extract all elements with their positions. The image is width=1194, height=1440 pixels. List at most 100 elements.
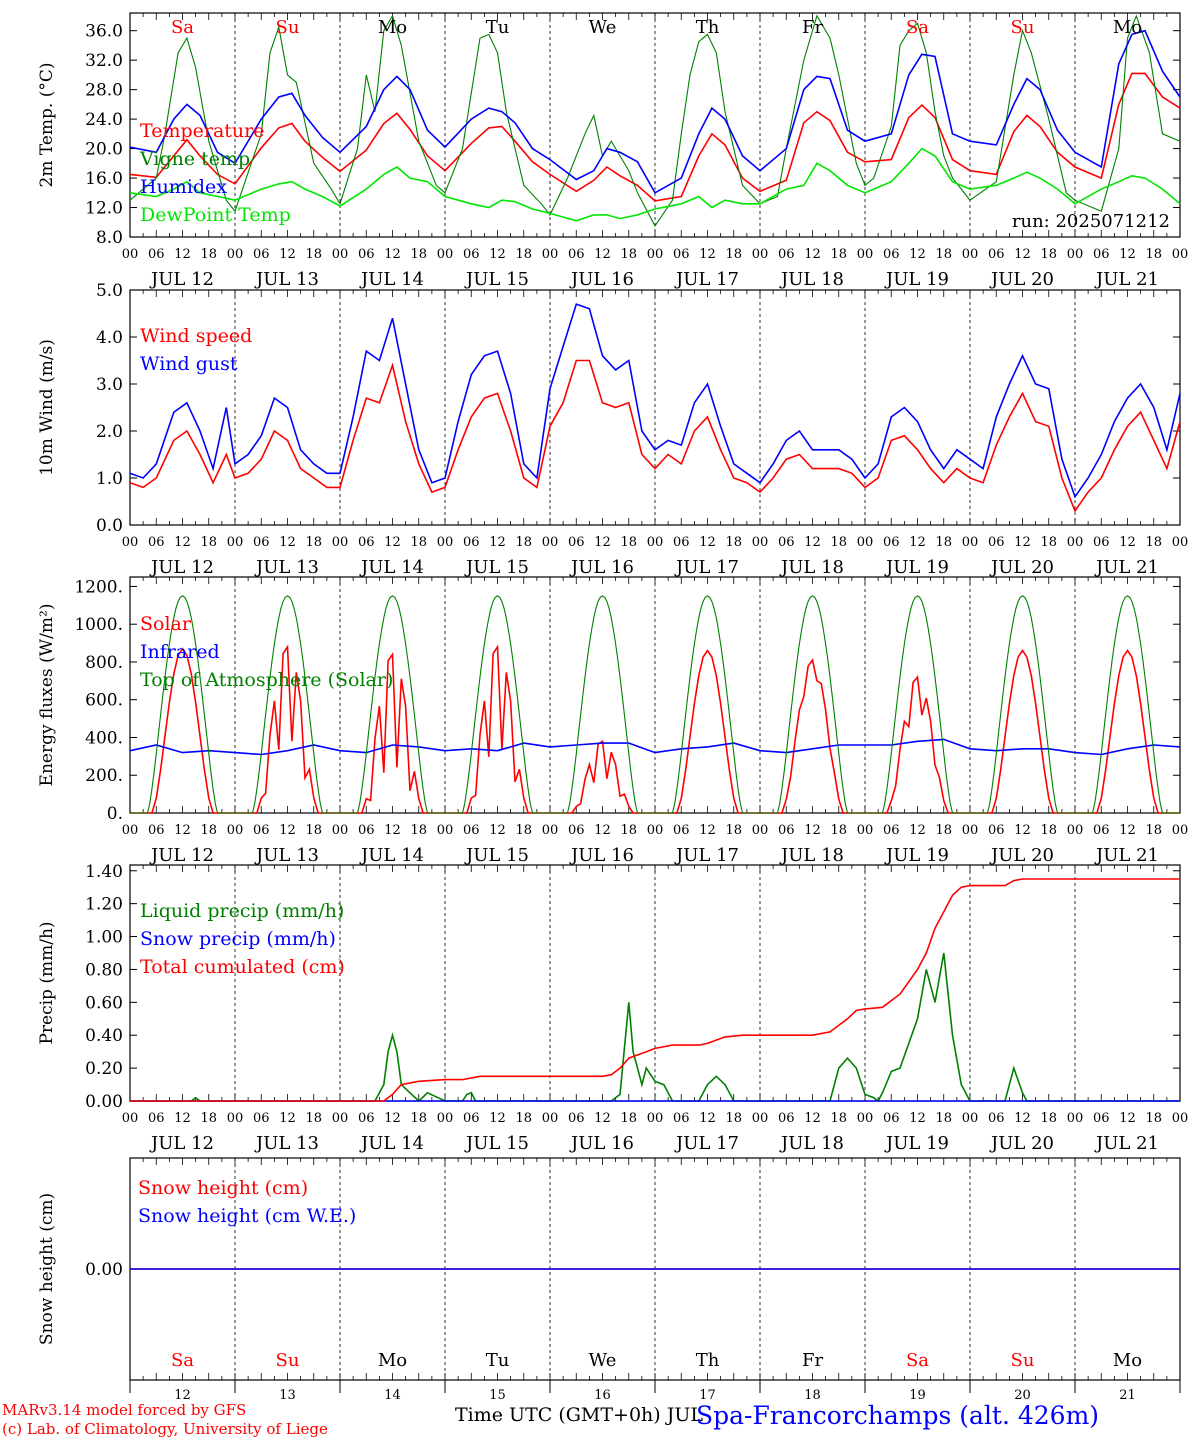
date-label: JUL 16 [569,557,634,578]
hour-tick-label: 00 [122,535,139,550]
date-label: JUL 16 [569,269,634,290]
date-label: JUL 19 [884,845,949,866]
hour-tick-label: 00 [437,1111,454,1126]
hour-tick-label: 06 [778,1111,795,1126]
hour-tick-label: 06 [1093,247,1110,262]
hour-tick-label: 06 [568,1111,585,1126]
hour-tick-label: 06 [778,535,795,550]
panel-5: 0.00 Snow height (cm) Snow height (cm) Snow… [37,1157,1181,1403]
y-tick-label: 0.60 [85,993,123,1013]
hour-tick-label: 12 [1119,247,1136,262]
date-label: JUL 14 [359,557,424,578]
hour-tick-label: 12 [699,535,716,550]
weekday-label: Th [696,1350,720,1371]
y-tick-label: 16.0 [85,169,123,189]
hour-tick-label: 06 [883,247,900,262]
legend-entry: Infrared [140,641,220,663]
hour-tick-label: 06 [1093,535,1110,550]
hour-tick-label: 12 [1119,823,1136,838]
hour-tick-label: 12 [384,535,401,550]
hour-tick-label: 18 [200,823,217,838]
hour-tick-label: 12 [804,535,821,550]
hour-tick-label: 12 [1014,1111,1031,1126]
hour-tick-label: 18 [515,247,532,262]
date-label: JUL 18 [779,845,844,866]
date-label: JUL 17 [674,557,739,578]
weekday-label: Sa [171,17,194,38]
weekday-label: We [589,17,617,38]
hour-tick-label: 06 [253,1111,270,1126]
hour-tick-label: 00 [227,535,244,550]
y-tick-label: 5.0 [96,281,123,301]
y-tick-label: 1.0 [96,469,123,489]
hour-tick-label: 00 [1172,1111,1189,1126]
hour-tick-label: 06 [673,247,690,262]
hour-tick-label: 06 [778,823,795,838]
y-tick-label: 0.0 [96,516,123,536]
weekday-label: Sa [906,1350,929,1371]
y-tick-label: 24.0 [85,110,123,130]
legend-entry: Top of Atmosphere (Solar) [140,669,393,691]
date-label: JUL 13 [254,1133,319,1154]
hour-tick-label: 06 [988,247,1005,262]
hour-tick-label: 18 [620,247,637,262]
y-tick-label: 0.00 [85,1260,123,1280]
hour-tick-label: 00 [1067,1111,1084,1126]
hour-tick-label: 12 [1119,535,1136,550]
day-number-label: 15 [489,1388,506,1403]
date-label: JUL 19 [884,269,949,290]
y-tick-label: 1.00 [85,928,123,948]
weekday-label: Tu [486,1350,510,1371]
hour-tick-label: 12 [489,1111,506,1126]
date-label: JUL 13 [254,557,319,578]
model-credit: MARv3.14 model forced by GFS [2,1401,247,1419]
hour-tick-label: 18 [620,1111,637,1126]
date-label: JUL 17 [674,269,739,290]
panel-3: 0. 200. 400. 600. 800. 1000. 1200. Energy fluxe… [37,576,1188,866]
hour-tick-label: 12 [174,1111,191,1126]
date-label: JUL 13 [254,845,319,866]
panel-1-series-2 [129,14,1181,227]
hour-tick-label: 18 [830,823,847,838]
lab-credit: (c) Lab. of Climatology, University of L… [2,1420,328,1438]
hour-tick-label: 06 [148,1111,165,1126]
hour-tick-label: 06 [463,1111,480,1126]
hour-tick-label: 06 [148,823,165,838]
legend-entry: Snow precip (mm/h) [140,928,336,950]
y-tick-label: 2.0 [96,422,123,442]
hour-tick-label: 06 [358,535,375,550]
y-tick-label: 20.0 [85,140,123,160]
panel-2: 0.0 1.0 2.0 3.0 4.0 5.0 10m Wind (m/s) Wind spe… [37,281,1188,578]
hour-tick-label: 12 [804,1111,821,1126]
panel-1-series-3 [129,29,1181,194]
y-tick-label: 0. [107,804,123,824]
y-axis-label: Snow height (cm) [37,1193,57,1345]
hour-tick-label: 18 [200,247,217,262]
y-axis-label: Energy fluxes (W/m²) [37,604,57,787]
hour-tick-label: 18 [515,1111,532,1126]
hour-tick-label: 00 [227,823,244,838]
hour-tick-label: 06 [673,535,690,550]
hour-tick-label: 12 [384,247,401,262]
hour-tick-label: 06 [463,535,480,550]
legend-entry: Wind speed [140,325,252,347]
legend-entry: Snow height (cm) [138,1177,308,1199]
hour-tick-label: 18 [830,247,847,262]
y-tick-label: 0.80 [85,960,123,980]
hour-tick-label: 06 [358,1111,375,1126]
hour-tick-label: 12 [594,1111,611,1126]
y-tick-label: 200. [85,766,123,786]
hour-tick-label: 12 [489,823,506,838]
hour-tick-label: 06 [673,823,690,838]
day-number-label: 17 [699,1388,716,1403]
weekday-label: Mo [378,17,407,38]
hour-tick-label: 12 [279,1111,296,1126]
date-label: JUL 14 [359,845,424,866]
y-tick-label: 12.0 [85,199,123,219]
day-number-label: 18 [804,1388,821,1403]
hour-tick-label: 06 [988,823,1005,838]
hour-tick-label: 00 [227,1111,244,1126]
hour-tick-label: 18 [305,247,322,262]
date-label: JUL 12 [149,845,214,866]
y-axis-label: Precip (mm/h) [37,921,57,1044]
